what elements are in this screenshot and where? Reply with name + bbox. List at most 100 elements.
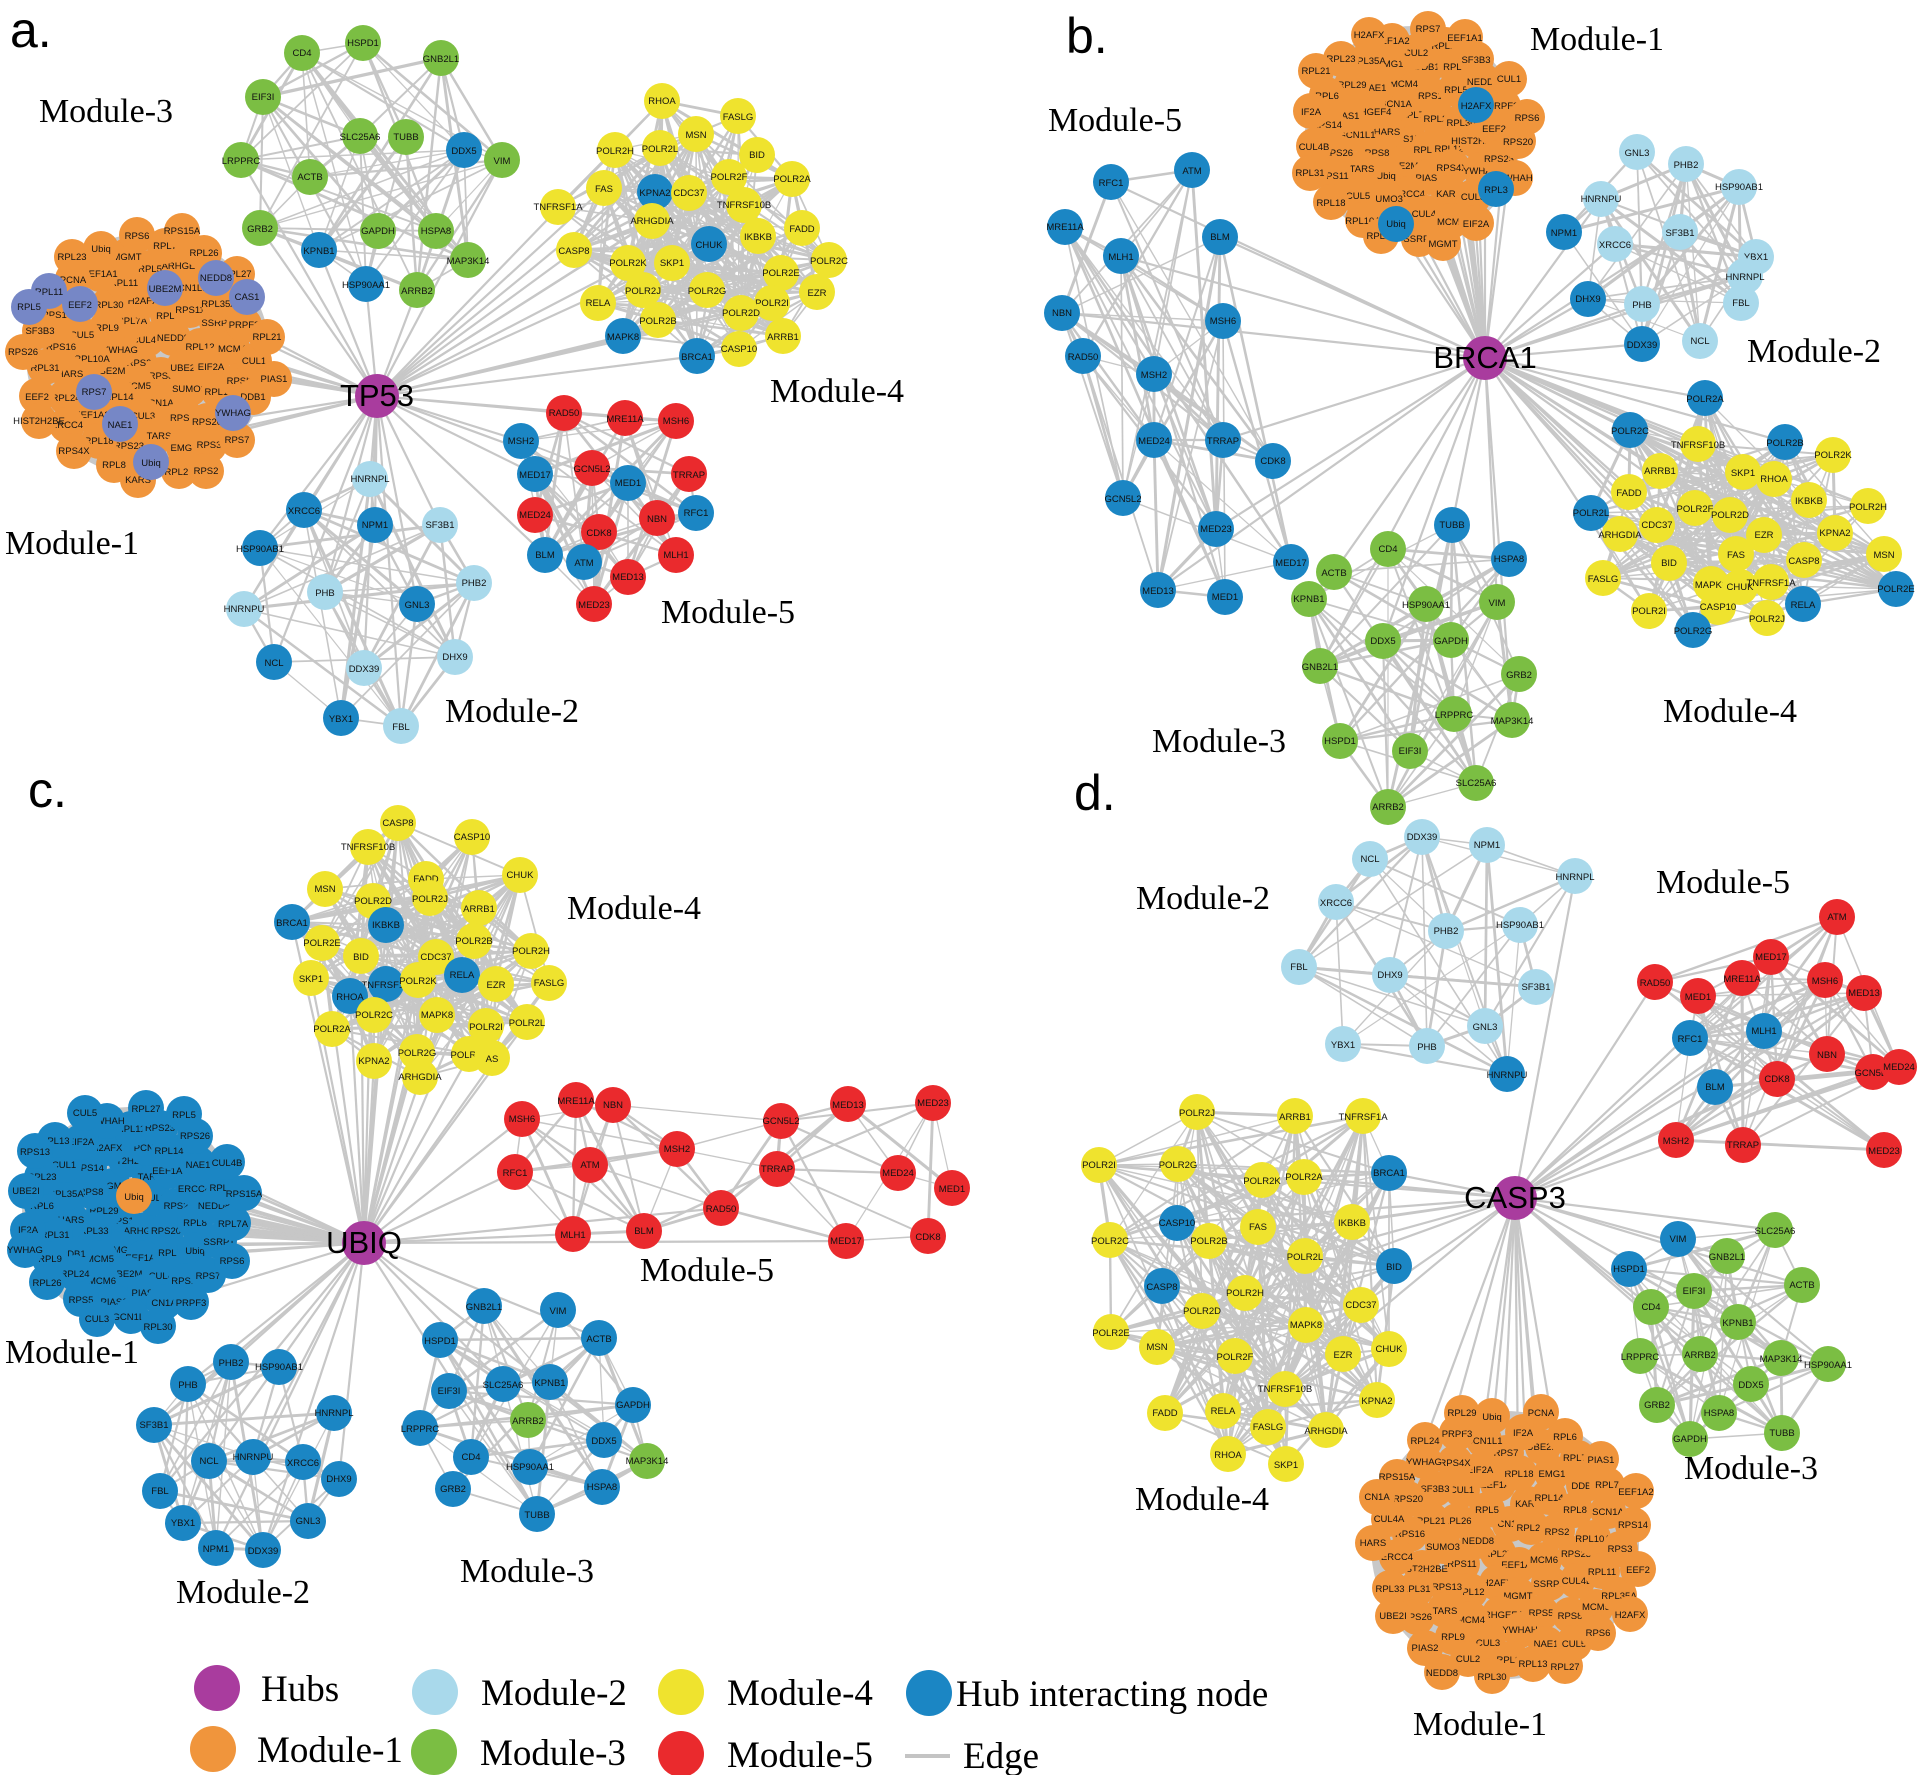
svg-text:GAPDH: GAPDH	[1673, 1434, 1707, 1445]
svg-text:POLR2F: POLR2F	[451, 1050, 488, 1061]
svg-text:KPNB1: KPNB1	[534, 1378, 565, 1389]
svg-text:TARS: TARS	[147, 431, 172, 442]
svg-text:PIAS2: PIAS2	[132, 1288, 159, 1299]
svg-text:RPS14: RPS14	[1312, 120, 1342, 131]
svg-text:GNB2L1: GNB2L1	[423, 54, 459, 65]
svg-text:CUL4A: CUL4A	[132, 335, 163, 346]
svg-text:RPL29: RPL29	[1516, 1523, 1545, 1534]
svg-text:HARS: HARS	[57, 369, 83, 380]
svg-text:RPS15A: RPS15A	[226, 1189, 263, 1200]
svg-text:NPM1: NPM1	[362, 520, 388, 531]
svg-text:Module-3: Module-3	[460, 1553, 594, 1590]
svg-text:GNL3: GNL3	[1625, 148, 1650, 159]
svg-text:SLC25A6: SLC25A6	[340, 132, 381, 143]
svg-text:CUL4A: CUL4A	[1374, 1514, 1405, 1525]
svg-text:MCM4: MCM4	[1390, 79, 1418, 90]
svg-text:HSPA8: HSPA8	[587, 1482, 617, 1493]
svg-text:SKP1: SKP1	[660, 258, 684, 269]
svg-text:RPS20: RPS20	[1393, 1494, 1423, 1505]
svg-text:VIM: VIM	[550, 1306, 567, 1317]
svg-text:POLR2E: POLR2E	[303, 938, 341, 949]
svg-text:RPS26: RPS26	[180, 1131, 210, 1142]
svg-text:ARHGDIA: ARHGDIA	[398, 1072, 442, 1083]
svg-text:POLR2A: POLR2A	[1686, 394, 1724, 405]
svg-text:HSP90AB1: HSP90AB1	[1496, 920, 1544, 931]
svg-text:NAE1: NAE1	[1362, 83, 1387, 94]
svg-text:CASP10: CASP10	[1700, 602, 1736, 613]
svg-text:TRRAP: TRRAP	[1727, 1140, 1759, 1151]
svg-text:Module-1: Module-1	[1530, 21, 1664, 58]
svg-text:SSRP1: SSRP1	[1403, 234, 1434, 245]
svg-text:PIAS1: PIAS1	[1588, 1455, 1615, 1466]
svg-text:RPS2: RPS2	[1545, 1527, 1570, 1538]
svg-text:RPS8: RPS8	[1365, 148, 1390, 159]
svg-text:RPL33: RPL33	[79, 1226, 108, 1237]
svg-text:YWHAH: YWHAH	[89, 1116, 125, 1127]
svg-text:RPL9: RPL9	[1443, 62, 1467, 73]
svg-text:HNRNPL: HNRNPL	[1725, 272, 1764, 283]
svg-text:NEDD8: NEDD8	[198, 1201, 230, 1212]
svg-text:XRCC6: XRCC6	[1320, 898, 1352, 909]
svg-text:Module-5: Module-5	[1656, 864, 1790, 901]
svg-text:SKP1: SKP1	[1731, 468, 1755, 479]
svg-text:HSP90AB1: HSP90AB1	[236, 544, 284, 555]
svg-text:SCN1A: SCN1A	[1380, 99, 1412, 110]
svg-text:PCNA: PCNA	[60, 275, 87, 286]
svg-text:MGMT: MGMT	[112, 252, 141, 263]
svg-text:MGMT: MGMT	[98, 1181, 127, 1192]
svg-text:POLR2C: POLR2C	[1611, 426, 1649, 437]
svg-text:HSP90AB1: HSP90AB1	[1715, 182, 1763, 193]
svg-text:RPL14: RPL14	[1534, 1493, 1563, 1504]
svg-text:RPS4X: RPS4X	[1439, 1458, 1471, 1469]
svg-text:RPS20: RPS20	[151, 1226, 181, 1237]
svg-text:BID: BID	[1386, 1262, 1402, 1273]
svg-text:RPS6: RPS6	[220, 1256, 245, 1267]
svg-text:FBL: FBL	[151, 1486, 168, 1497]
svg-text:POLR2K: POLR2K	[1814, 450, 1852, 461]
svg-text:XRCC6: XRCC6	[288, 506, 320, 517]
svg-text:DHX9: DHX9	[442, 652, 467, 663]
svg-text:RPS23: RPS23	[145, 1123, 175, 1134]
svg-text:ATM: ATM	[1182, 166, 1201, 177]
svg-text:UBE2I: UBE2I	[170, 363, 197, 374]
svg-text:EEF2: EEF2	[1482, 124, 1506, 135]
svg-text:RPS14: RPS14	[74, 1163, 104, 1174]
svg-text:RAD50: RAD50	[549, 408, 580, 419]
svg-text:PHB: PHB	[178, 1380, 198, 1391]
svg-text:CUL5: CUL5	[1562, 1639, 1586, 1650]
svg-text:RHOA: RHOA	[1214, 1450, 1242, 1461]
svg-text:POLR2E: POLR2E	[1092, 1328, 1130, 1339]
svg-text:MED1: MED1	[615, 478, 641, 489]
svg-text:CDC37: CDC37	[420, 952, 451, 963]
svg-text:EEF1A2: EEF1A2	[1618, 1487, 1653, 1498]
svg-text:LRPPRC: LRPPRC	[401, 1424, 440, 1435]
svg-text:DHX9: DHX9	[326, 1474, 351, 1485]
svg-text:Ubiq: Ubiq	[141, 458, 161, 469]
svg-text:CN1A: CN1A	[1364, 1492, 1390, 1503]
svg-text:POLR2J: POLR2J	[1179, 1108, 1215, 1119]
svg-text:RPL10A: RPL10A	[74, 354, 110, 365]
svg-text:SUMO3: SUMO3	[1426, 1542, 1460, 1553]
svg-text:Module-3: Module-3	[480, 1733, 626, 1774]
svg-text:EIF2A: EIF2A	[68, 1137, 95, 1148]
svg-text:RPL27: RPL27	[1550, 1662, 1579, 1673]
svg-text:AS: AS	[486, 1054, 499, 1065]
svg-text:ACTB: ACTB	[1789, 1280, 1814, 1291]
svg-text:Ubiq: Ubiq	[1376, 171, 1396, 182]
svg-text:RPL6: RPL6	[156, 311, 180, 322]
svg-text:NPM1: NPM1	[203, 1544, 229, 1555]
svg-text:ERCC4: ERCC4	[1393, 189, 1425, 200]
svg-text:RPL7: RPL7	[1400, 110, 1424, 121]
svg-text:FADD: FADD	[1152, 1408, 1177, 1419]
svg-text:MED24: MED24	[882, 1168, 914, 1179]
svg-text:DHX9: DHX9	[1575, 294, 1600, 305]
svg-text:EEF1A1: EEF1A1	[1447, 33, 1482, 44]
svg-text:POLR2H: POLR2H	[1849, 502, 1887, 513]
svg-text:IKBKB: IKBKB	[372, 920, 400, 931]
svg-text:KPNB1: KPNB1	[303, 246, 334, 257]
svg-text:HSP90AB1: HSP90AB1	[255, 1362, 303, 1373]
svg-text:POLR2L: POLR2L	[1573, 508, 1609, 519]
svg-text:CUL1: CUL1	[242, 356, 266, 367]
svg-text:RPS15A: RPS15A	[164, 226, 201, 237]
svg-text:RPL26: RPL26	[32, 1278, 61, 1289]
